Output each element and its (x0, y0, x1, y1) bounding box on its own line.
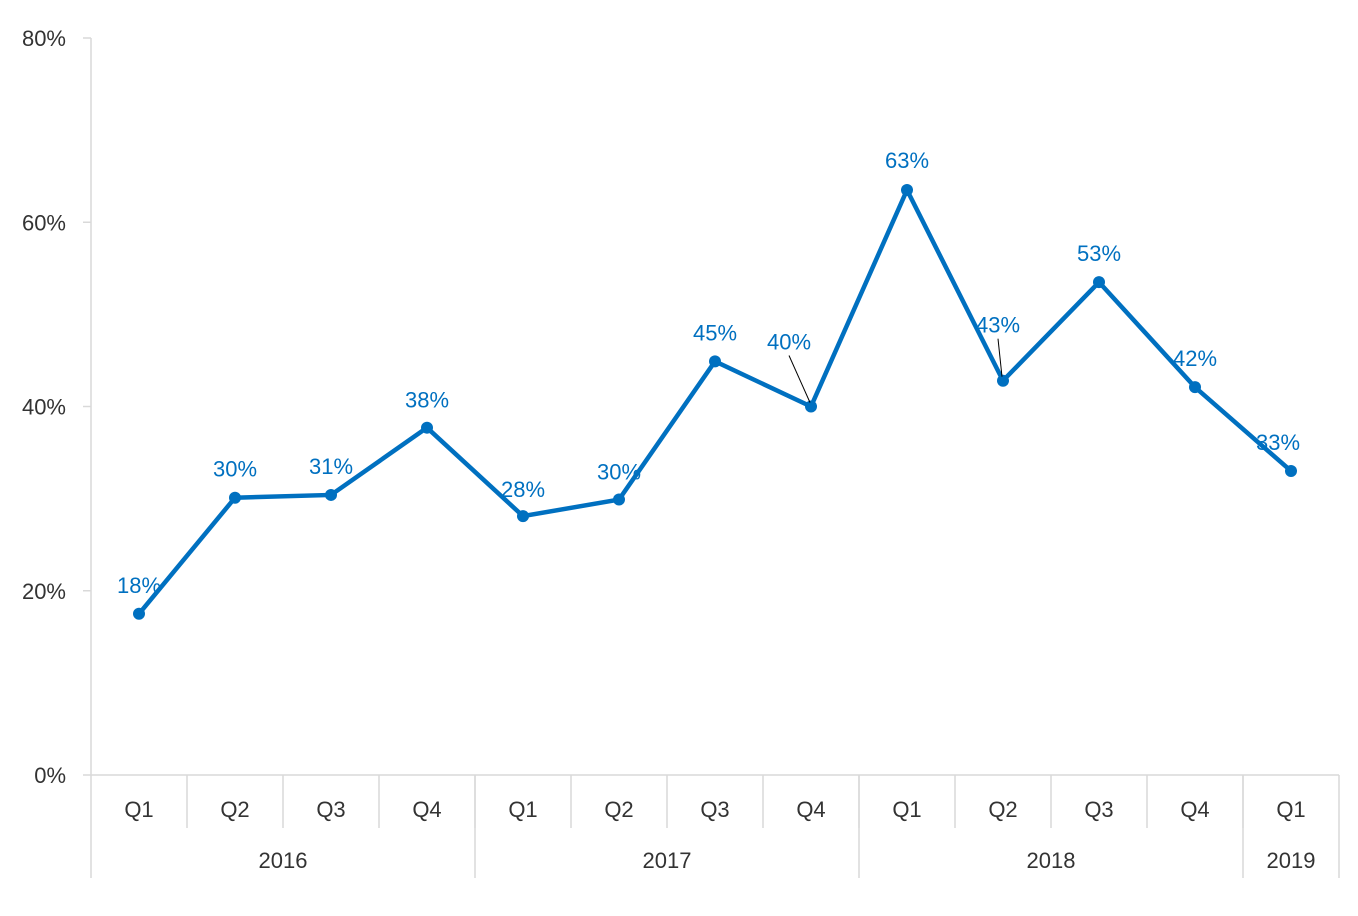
data-point (133, 607, 145, 620)
data-point (325, 488, 337, 501)
data-point (1189, 381, 1201, 394)
x-tick-label: Q2 (604, 797, 633, 822)
data-label: 53% (1077, 241, 1121, 266)
leader-line (997, 338, 1003, 377)
data-label: 43% (976, 313, 1020, 338)
data-point (901, 184, 913, 197)
y-tick-label: 0% (34, 763, 66, 788)
x-tick-label: Q2 (220, 797, 249, 822)
x-tick-label: Q3 (700, 797, 729, 822)
data-label: 33% (1256, 430, 1300, 455)
axes (83, 37, 1340, 878)
x-tick-label: Q1 (892, 797, 921, 822)
x-tick-label: Q4 (796, 797, 825, 822)
data-point (709, 355, 721, 368)
x-group-label: 2019 (1267, 848, 1316, 873)
x-tick-label: Q1 (1276, 797, 1305, 822)
data-label: 18% (117, 573, 161, 598)
data-label: 38% (405, 388, 449, 413)
data-point (229, 491, 241, 504)
y-tick-label: 40% (22, 395, 66, 420)
data-point (997, 374, 1009, 387)
x-tick-label: Q3 (1084, 797, 1113, 822)
y-axis-labels: 0% 20% 40% 60% 80% (22, 26, 66, 788)
series-group (133, 184, 1297, 620)
x-tick-label: Q4 (412, 797, 441, 822)
x-tick-label: Q3 (316, 797, 345, 822)
x-axis-labels: Q1 Q2 Q3 Q4 Q1 Q2 Q3 Q4 Q1 Q2 Q3 Q4 Q1 2016 2017 2018 20… (124, 797, 1315, 873)
x-group-label: 2018 (1027, 848, 1076, 873)
y-tick-label: 80% (22, 26, 66, 51)
data-label: 45% (693, 320, 737, 345)
x-tick-label: Q1 (508, 797, 537, 822)
leader-line (788, 355, 811, 403)
x-tick-label: Q1 (124, 797, 153, 822)
data-label: 28% (501, 477, 545, 502)
y-tick-label: 60% (22, 210, 66, 235)
x-tick-label: Q4 (1180, 797, 1209, 822)
data-point (421, 421, 433, 434)
data-point (613, 493, 625, 506)
data-label: 31% (309, 454, 353, 479)
data-point (1285, 464, 1297, 477)
data-label: 42% (1173, 346, 1217, 371)
x-group-label: 2016 (259, 848, 308, 873)
data-label: 30% (597, 460, 641, 485)
data-point (805, 400, 817, 413)
data-label: 40% (767, 330, 811, 355)
data-label: 30% (213, 457, 257, 482)
data-point (517, 510, 529, 523)
data-labels: 18% 30% 31% 38% 28% 30% 45% 40% 63% 43% 53% 42% 33% (117, 148, 1300, 598)
x-tick-label: Q2 (988, 797, 1017, 822)
data-label: 63% (885, 148, 929, 173)
x-group-label: 2017 (643, 848, 692, 873)
data-point (1093, 276, 1105, 289)
y-tick-label: 20% (22, 579, 66, 604)
